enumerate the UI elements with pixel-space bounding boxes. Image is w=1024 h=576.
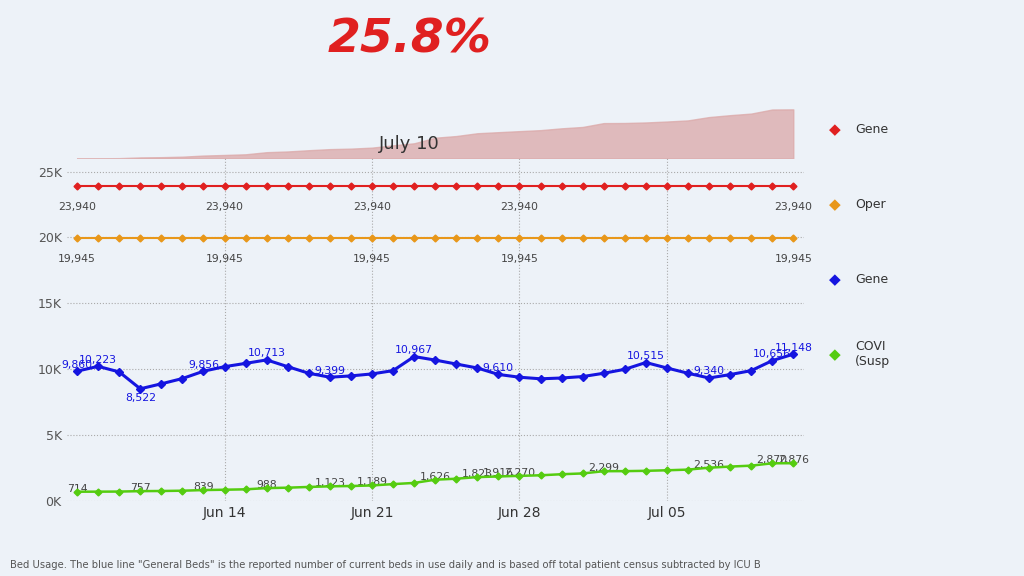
Text: 23,940: 23,940 <box>501 202 539 211</box>
Text: 19,945: 19,945 <box>774 255 812 264</box>
Text: 23,940: 23,940 <box>58 202 96 211</box>
Text: ◆: ◆ <box>829 272 841 287</box>
Text: 23,940: 23,940 <box>774 202 812 211</box>
Text: 25.8%: 25.8% <box>328 17 492 62</box>
Text: 23,940: 23,940 <box>353 202 391 211</box>
Text: 19,945: 19,945 <box>501 255 539 264</box>
Text: 9,856: 9,856 <box>188 359 219 370</box>
Text: 988: 988 <box>256 480 276 490</box>
Text: 1,823: 1,823 <box>462 469 493 479</box>
Text: 1,626: 1,626 <box>420 472 451 482</box>
Text: ◆: ◆ <box>829 122 841 137</box>
Text: 9,860: 9,860 <box>61 359 92 370</box>
Text: 714: 714 <box>67 484 87 494</box>
Text: 1,916: 1,916 <box>483 468 514 479</box>
Text: 10,967: 10,967 <box>395 345 433 355</box>
Text: COVI
(Susp: COVI (Susp <box>855 340 890 368</box>
Text: 1,189: 1,189 <box>356 478 387 487</box>
Text: 2,876: 2,876 <box>778 455 809 465</box>
Text: 2,536: 2,536 <box>693 460 725 469</box>
Text: 11,148: 11,148 <box>774 343 812 353</box>
Text: 10,515: 10,515 <box>627 351 665 361</box>
Text: 2,870: 2,870 <box>757 455 787 465</box>
Text: Oper: Oper <box>855 198 886 211</box>
Text: 839: 839 <box>194 482 214 492</box>
Text: 19,945: 19,945 <box>58 255 96 264</box>
Text: Gene: Gene <box>855 273 888 286</box>
Text: 757: 757 <box>130 483 151 493</box>
Text: 9,399: 9,399 <box>314 366 345 376</box>
Text: 10,223: 10,223 <box>79 355 117 365</box>
Text: 8,522: 8,522 <box>125 393 156 403</box>
Text: 10,656: 10,656 <box>754 349 792 359</box>
Text: 19,945: 19,945 <box>206 255 244 264</box>
Text: 9,610: 9,610 <box>483 363 514 373</box>
Text: 10,713: 10,713 <box>248 348 286 358</box>
Text: 2,299: 2,299 <box>588 463 620 473</box>
Text: Gene: Gene <box>855 123 888 136</box>
Text: 9,340: 9,340 <box>693 366 725 376</box>
Text: 23,940: 23,940 <box>206 202 244 211</box>
Text: 19,945: 19,945 <box>353 255 391 264</box>
Text: July 10: July 10 <box>379 135 440 153</box>
Text: Bed Usage. The blue line "General Beds" is the reported number of current beds i: Bed Usage. The blue line "General Beds" … <box>10 560 761 570</box>
Text: ◆: ◆ <box>829 197 841 212</box>
Text: 2,270: 2,270 <box>504 468 535 478</box>
Text: ◆: ◆ <box>829 347 841 362</box>
Text: 1,123: 1,123 <box>314 478 345 488</box>
